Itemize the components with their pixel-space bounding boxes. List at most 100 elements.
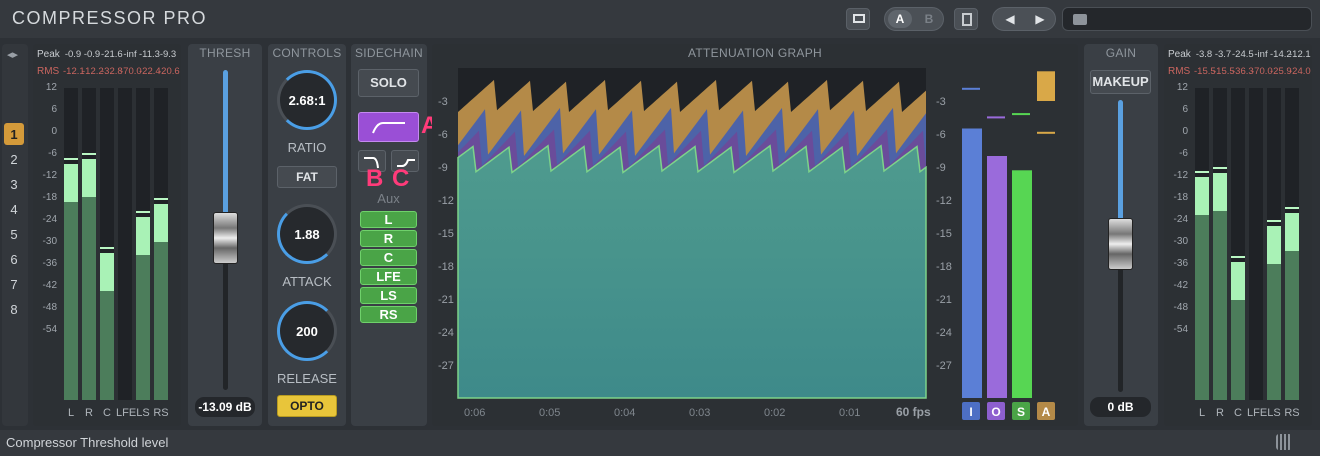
- preset-path-field[interactable]: [1062, 7, 1312, 31]
- peak-hold: [1213, 166, 1227, 169]
- solo-button[interactable]: SOLO: [358, 69, 419, 97]
- gain-value: 0 dB: [1090, 397, 1151, 417]
- legend-chip: [962, 402, 980, 420]
- sidechain-channel-button[interactable]: LS: [360, 287, 417, 304]
- meter-tick-label: -36: [42, 258, 57, 269]
- b-button[interactable]: B: [924, 12, 934, 26]
- sidechain-channel-button[interactable]: LFE: [360, 268, 417, 285]
- peak-hold: [1285, 206, 1299, 209]
- layer-1[interactable]: [4, 123, 24, 145]
- graph-time-label: 0:06: [464, 407, 485, 419]
- peak-bar: [1213, 172, 1227, 211]
- graph-time-label: 0:03: [689, 407, 710, 419]
- meter-tick-label: -6: [1179, 148, 1188, 159]
- release-knob[interactable]: [277, 301, 337, 361]
- a-button[interactable]: A: [888, 10, 912, 28]
- peak-bar: [1285, 212, 1299, 251]
- filter-marker-b: B: [366, 165, 384, 192]
- sidechain-channel-button[interactable]: L: [360, 211, 417, 228]
- graph-tick-left: -21: [438, 294, 454, 306]
- peak-hold: [1195, 171, 1209, 174]
- peak-value: -3.7: [1214, 49, 1232, 60]
- meter-tick-label: -54: [1173, 324, 1188, 335]
- peak-value: -21.6: [101, 49, 123, 60]
- legend-chip: [1037, 402, 1055, 420]
- peak-hold: [64, 157, 78, 160]
- meter-channel-label: RS: [1284, 407, 1300, 419]
- window-toggle-button[interactable]: [846, 8, 870, 30]
- layer-2[interactable]: 2: [10, 152, 18, 167]
- meter-channel-label: C: [103, 407, 111, 419]
- attack-knob[interactable]: [277, 204, 337, 264]
- resize-grip-icon[interactable]: [1276, 434, 1292, 450]
- meter-tick-label: -54: [42, 324, 57, 335]
- prev-preset-button[interactable]: ◀: [1005, 12, 1015, 26]
- lowpass-icon: [364, 157, 379, 169]
- input-peak-label: Peak: [37, 49, 60, 60]
- makeup-button[interactable]: MAKEUP: [1090, 70, 1151, 94]
- graph-tick-left: -18: [438, 261, 454, 273]
- layer-level-bar: [962, 128, 982, 398]
- sidechain-channel-button[interactable]: RS: [360, 306, 417, 323]
- gain-fader-handle[interactable]: [1108, 218, 1133, 270]
- legend-label: S: [1017, 405, 1025, 419]
- meter-tick-label: -36: [1173, 258, 1188, 269]
- meter-channel-label: L: [1198, 407, 1206, 419]
- graph-tick-left: -27: [438, 360, 454, 372]
- peak-bar: [1195, 177, 1209, 216]
- next-preset-button[interactable]: ▶: [1035, 12, 1045, 26]
- meter-tick-label: -18: [1173, 192, 1188, 203]
- graph-time-label: 0:05: [539, 407, 560, 419]
- peak-value: -3.8: [1195, 49, 1213, 60]
- peak-bar: [154, 203, 168, 242]
- thresh-header: THRESH: [199, 46, 251, 60]
- gain-track-fill: [1118, 100, 1123, 230]
- layer-6[interactable]: 6: [10, 252, 18, 267]
- meter-tick-label: -12: [1173, 170, 1188, 181]
- controls-header: CONTROLS: [272, 46, 342, 60]
- legend-label: O: [991, 405, 1000, 419]
- meter-tick-label: 12: [1176, 82, 1188, 93]
- graph-tick-right: -9: [936, 162, 946, 174]
- layer-8[interactable]: 8: [10, 302, 18, 317]
- sidechain-header: SIDECHAIN: [354, 46, 424, 60]
- layer-3[interactable]: 3: [10, 177, 18, 192]
- meter-channel-label: R: [1216, 407, 1224, 419]
- graph-time-label: 0:04: [614, 407, 635, 419]
- legend-label: A: [1042, 405, 1051, 419]
- meter-channel-bg: [118, 88, 132, 400]
- status-text: Compressor Threshold level: [6, 435, 169, 450]
- layer-peak-marker: [1012, 113, 1030, 116]
- sidechain-channel-button[interactable]: C: [360, 249, 417, 266]
- peak-bar: [64, 163, 78, 202]
- layer-panel: [2, 44, 28, 426]
- ratio-knob[interactable]: [277, 70, 337, 130]
- output-rms-label: RMS: [1168, 66, 1191, 77]
- rms-value: -20.6: [158, 66, 180, 77]
- opto-button[interactable]: OPTO: [277, 395, 337, 417]
- rms-bar: [154, 241, 168, 400]
- graph-tick-right: -18: [936, 261, 952, 273]
- meter-tick-label: -30: [42, 236, 57, 247]
- fat-button[interactable]: FAT: [277, 166, 337, 188]
- copy-button[interactable]: [954, 8, 978, 30]
- graph-tick-right: -3: [936, 96, 946, 108]
- rms-bar: [1267, 264, 1281, 400]
- layer-5[interactable]: 5: [10, 227, 18, 242]
- peak-bar: [82, 159, 96, 198]
- shelf-filter-button[interactable]: [391, 150, 419, 172]
- meter-tick-label: 6: [51, 104, 57, 115]
- rms-bar: [82, 197, 96, 400]
- layer-peak-marker: [962, 87, 980, 90]
- thresh-fader-handle[interactable]: [213, 212, 238, 264]
- layer-4[interactable]: 4: [10, 202, 18, 217]
- graph-tick-left: -6: [438, 129, 448, 141]
- expand-icon[interactable]: ◂▸: [7, 49, 19, 61]
- rms-value: -12.2: [82, 66, 104, 77]
- sidechain-channel-button[interactable]: R: [360, 230, 417, 247]
- lowpass-filter-button[interactable]: [358, 150, 386, 172]
- highpass-filter-button[interactable]: [358, 112, 419, 142]
- layer-7[interactable]: 7: [10, 277, 18, 292]
- meter-tick-label: 0: [1182, 126, 1188, 137]
- layer-level-bar: [1012, 170, 1032, 398]
